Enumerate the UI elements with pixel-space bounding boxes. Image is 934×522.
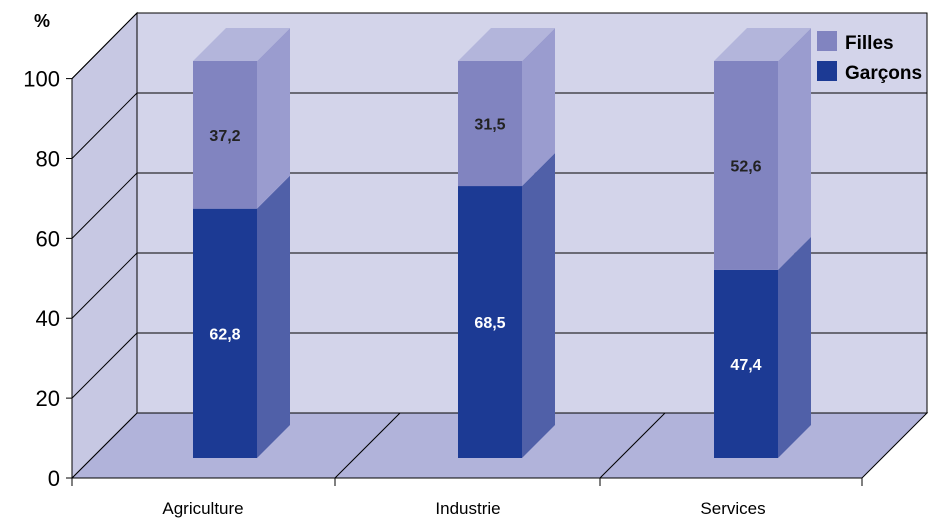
y-tick-label: 40 [36, 306, 60, 331]
bar-segment-garçons [714, 269, 778, 458]
y-axis-unit-label: % [34, 11, 50, 31]
bar-segment-filles [193, 61, 257, 209]
gridline-side [71, 12, 138, 79]
chart-bars: 62,8 37,2 68,5 31,5 47,4 52,6 [193, 28, 811, 458]
data-label: 47,4 [730, 357, 761, 374]
bar-side-garçons [257, 175, 290, 458]
bar-top-face [193, 28, 290, 61]
bar-top-face [458, 28, 555, 61]
data-label: 68,5 [474, 315, 505, 332]
x-category-label: Services [700, 499, 765, 518]
bar-side-filles [778, 28, 811, 270]
gridline-side [71, 172, 138, 239]
y-tick-label: 60 [36, 226, 60, 251]
gridline-side [71, 92, 138, 159]
y-tick-label: 80 [36, 146, 60, 171]
bar-side-filles [522, 28, 555, 187]
bar-segment-garçons [458, 186, 522, 458]
y-tick-label: 20 [36, 386, 60, 411]
legend-label: Garçons [845, 63, 922, 84]
chart-legend: Filles Garçons [817, 31, 922, 84]
bar-side-garçons [522, 153, 555, 458]
chart-axes: 0 20 40 60 80 100 Agriculture Industrie Services [23, 67, 863, 518]
gridline-side [71, 252, 138, 319]
bar-top-face [714, 28, 811, 61]
data-label: 52,6 [730, 158, 761, 175]
floor-divider-line [599, 412, 666, 479]
x-category-label: Agriculture [162, 499, 243, 518]
bar-segment-filles [714, 61, 778, 270]
y-tick-label: 100 [23, 67, 60, 92]
legend-label: Filles [845, 33, 894, 54]
y-tick-label: 0 [48, 466, 60, 491]
data-label: 31,5 [474, 117, 505, 134]
legend-swatch [817, 31, 837, 51]
bar-segment-filles [458, 61, 522, 187]
legend-swatch [817, 61, 837, 81]
floor-divider-line [334, 412, 401, 479]
data-label: 62,8 [209, 326, 240, 343]
bar-side-garçons [778, 236, 811, 458]
bar-side-filles [257, 28, 290, 209]
x-category-label: Industrie [435, 499, 500, 518]
gridline-side [71, 332, 138, 399]
bar-segment-garçons [193, 208, 257, 458]
chart-side-wall [71, 11, 138, 480]
data-label: 37,2 [209, 128, 240, 145]
